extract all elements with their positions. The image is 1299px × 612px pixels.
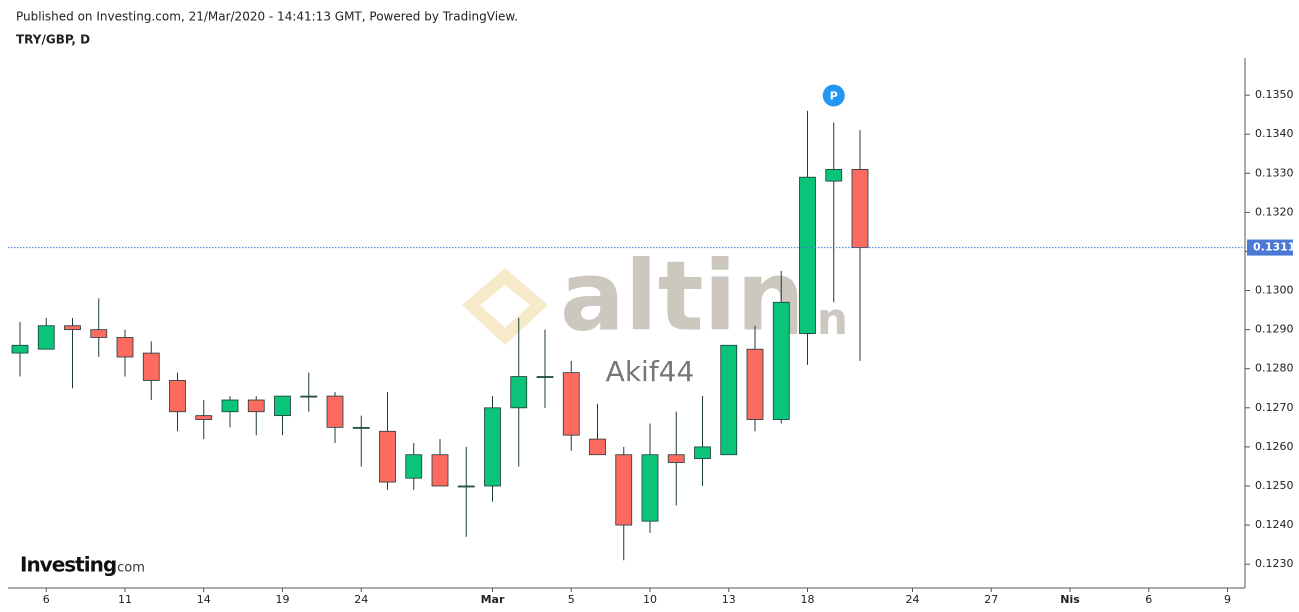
candle-body bbox=[300, 395, 318, 398]
y-tick-label: 0.1250 bbox=[1255, 479, 1294, 492]
x-tick-label: 5 bbox=[568, 593, 575, 606]
candle-body bbox=[457, 485, 475, 488]
candle-body bbox=[772, 301, 790, 420]
candle-body bbox=[484, 407, 501, 487]
candle-body bbox=[720, 344, 738, 456]
candle-body bbox=[11, 344, 29, 354]
y-tick-label: 0.1320 bbox=[1255, 205, 1294, 218]
candle-body bbox=[615, 454, 633, 526]
x-tick-label: 10 bbox=[643, 593, 657, 606]
symbol: TRY/GBP, D bbox=[16, 33, 90, 47]
marker bbox=[822, 84, 845, 107]
candle-body bbox=[851, 168, 869, 248]
y-tick-label: 0.1350 bbox=[1255, 88, 1294, 101]
y-tick-label: 0.1270 bbox=[1255, 401, 1294, 414]
y-tick-label: 0.1300 bbox=[1255, 284, 1294, 297]
watermark-author: Akif44 bbox=[606, 355, 695, 388]
candle-body bbox=[510, 376, 528, 409]
candle-body bbox=[352, 426, 370, 429]
x-tick-label: 11 bbox=[118, 593, 132, 606]
y-tick-label: 0.1280 bbox=[1255, 362, 1294, 375]
published-note: Published on Investing.com, 21/Mar/2020 … bbox=[16, 10, 518, 24]
candle-body bbox=[326, 395, 344, 428]
logo-suffix: .com bbox=[113, 561, 145, 576]
y-tick-label: 0.1260 bbox=[1255, 440, 1294, 453]
watermark-icon-inner bbox=[480, 285, 530, 328]
candle-body bbox=[562, 372, 580, 436]
candle-body bbox=[589, 438, 606, 456]
watermark-brand: altin bbox=[560, 240, 805, 352]
candle-body bbox=[405, 454, 423, 479]
x-tick-label: 6 bbox=[1145, 593, 1152, 606]
candle-body bbox=[799, 176, 816, 334]
candle-body bbox=[195, 415, 213, 420]
x-tick-label: 14 bbox=[197, 593, 211, 606]
candle-body bbox=[667, 454, 685, 463]
y-tick-label: 0.1330 bbox=[1255, 166, 1294, 179]
candle-body bbox=[247, 399, 265, 413]
watermark-suffix: .in bbox=[785, 294, 848, 345]
candle-body bbox=[116, 337, 134, 358]
candle-body bbox=[825, 168, 843, 182]
x-tick-label: 24 bbox=[906, 593, 920, 606]
x-tick-label: 19 bbox=[276, 593, 290, 606]
y-tick-label: 0.1340 bbox=[1255, 127, 1294, 140]
candle-body bbox=[221, 399, 239, 413]
y-tick-label: 0.1240 bbox=[1255, 518, 1294, 531]
last-price-label: 0.1311 bbox=[1253, 241, 1295, 254]
last-price-box bbox=[1247, 239, 1293, 256]
candle-body bbox=[536, 376, 554, 378]
x-tick-label: 9 bbox=[1224, 593, 1231, 606]
logo-brand: Investing bbox=[20, 553, 116, 577]
candle-body bbox=[746, 348, 764, 420]
x-tick-label: Mar bbox=[481, 593, 505, 606]
candle-body bbox=[431, 454, 449, 487]
candle-body bbox=[142, 352, 160, 381]
y-tick-label: 0.1290 bbox=[1255, 323, 1294, 336]
x-tick-label: 24 bbox=[354, 593, 368, 606]
x-tick-label: Nis bbox=[1060, 593, 1080, 606]
candle-body bbox=[694, 446, 711, 460]
x-tick-label: 18 bbox=[801, 593, 815, 606]
y-tick-label: 0.1230 bbox=[1255, 557, 1294, 570]
candle-body bbox=[641, 454, 659, 522]
candle-body bbox=[64, 325, 81, 331]
x-tick-label: 6 bbox=[43, 593, 50, 606]
candle-body bbox=[37, 325, 55, 350]
x-tick-label: 13 bbox=[722, 593, 736, 606]
marker-label: P bbox=[830, 89, 838, 102]
candle-body bbox=[379, 430, 396, 483]
candle-body bbox=[274, 395, 291, 417]
watermark: altin .in bbox=[462, 240, 848, 352]
x-tick-label: 27 bbox=[984, 593, 998, 606]
candle-body bbox=[169, 380, 186, 413]
candle-body bbox=[90, 329, 108, 338]
